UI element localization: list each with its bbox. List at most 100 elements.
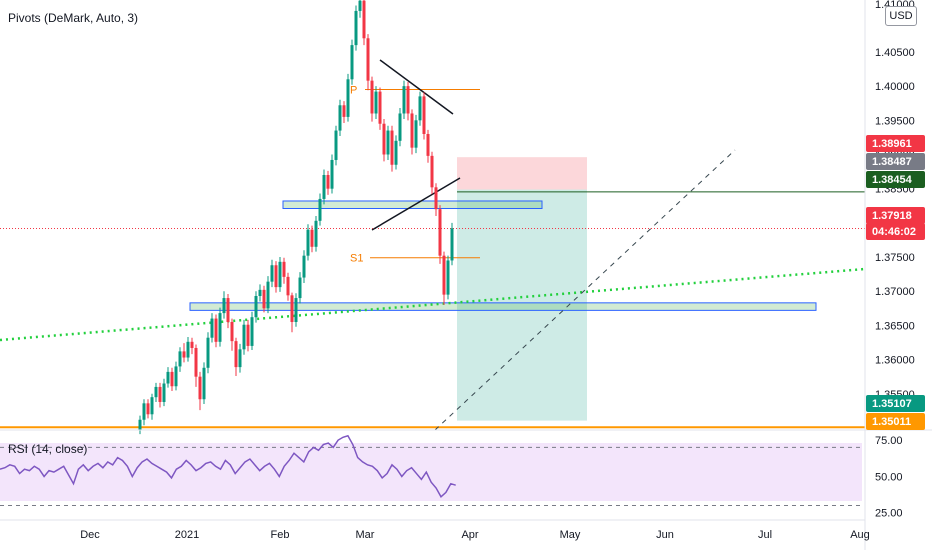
candle-body	[166, 371, 170, 384]
candle-body	[306, 229, 310, 256]
candle-body	[378, 91, 382, 124]
x-tick-label: Dec	[80, 529, 100, 541]
candle-body	[218, 313, 222, 342]
rsi-line	[0, 434, 456, 498]
candle-body	[394, 140, 398, 165]
candle-body	[242, 324, 246, 350]
candle-body	[314, 220, 318, 247]
pivot-p-label: P	[350, 85, 357, 97]
background-layer	[0, 0, 865, 501]
y-tick-label-top: 1.41000	[875, 0, 915, 11]
price-tag-label: 1.38454	[872, 174, 913, 186]
y-tick-label: 1.40000	[875, 81, 915, 93]
rsi-tick-label: 50.00	[875, 471, 903, 483]
candle-body	[410, 113, 414, 148]
candle-body	[198, 376, 202, 400]
candle-body	[342, 105, 346, 117]
lower-channel-line	[371, 177, 461, 231]
candle-body	[230, 321, 234, 342]
price-tag-box	[866, 223, 925, 240]
rsi-band	[0, 443, 862, 501]
x-tick-label: Apr	[461, 529, 478, 541]
candle-body	[162, 383, 166, 402]
price-tag-box	[866, 413, 925, 430]
rsi-layer	[0, 434, 862, 506]
price-tag-box	[866, 395, 925, 412]
candle-body	[362, 0, 366, 39]
candle-body	[426, 133, 430, 156]
candle-body	[354, 10, 358, 46]
candle-body	[142, 403, 146, 420]
candle-body	[174, 366, 178, 387]
candle-body	[346, 79, 350, 117]
candle-body	[418, 96, 422, 121]
candle-body	[158, 386, 162, 402]
green-dotted-trendline	[0, 267, 866, 342]
candle-body	[146, 403, 150, 415]
candle-body	[402, 86, 406, 114]
price-tag-label: 1.35107	[872, 398, 912, 410]
candles-layer	[138, 0, 454, 435]
y-tick-label: 1.39500	[875, 115, 915, 127]
pivot-s1-label: S1	[350, 253, 363, 265]
price-tag-label: 1.35011	[872, 416, 911, 428]
candle-body	[298, 277, 302, 299]
candle-body	[398, 113, 402, 141]
x-tick-label: Jul	[758, 529, 772, 541]
x-tick-label: Aug	[850, 529, 870, 541]
candle-body	[386, 130, 390, 155]
candle-body	[434, 187, 438, 210]
candle-body	[322, 175, 326, 199]
x-tick-label: May	[560, 529, 581, 541]
candle-body	[186, 341, 190, 358]
candle-body	[278, 261, 282, 288]
price-tag-label: 1.37918	[872, 210, 912, 222]
candle-body	[238, 349, 242, 368]
candle-body	[266, 281, 270, 309]
candle-body	[390, 130, 394, 165]
candle-body	[446, 260, 450, 295]
candle-body	[358, 0, 362, 11]
y-tick-label: 1.37000	[875, 286, 915, 298]
candle-body	[262, 289, 266, 309]
candle-body	[366, 38, 370, 81]
candle-body	[282, 261, 286, 277]
indicator-title: Pivots (DeMark, Auto, 3)	[8, 11, 138, 25]
candle-body	[254, 296, 258, 318]
candle-body	[334, 130, 338, 160]
candle-body	[274, 265, 278, 288]
candle-body	[226, 298, 230, 322]
rsi-tick-label: 25.00	[875, 508, 903, 520]
price-tags-layer: 1.38961 1.38487 1.38454 1.37918 04:46:02 1.35…	[866, 135, 925, 430]
candle-body	[206, 337, 210, 368]
support-zone	[282, 200, 543, 210]
candle-body	[318, 198, 322, 221]
candle-body	[450, 228, 454, 261]
candle-body	[382, 123, 386, 155]
currency-badge[interactable]: USD	[885, 6, 917, 26]
y-tick-label: 1.37500	[875, 252, 915, 264]
candle-body	[170, 371, 174, 387]
y-tick-label: 1.36000	[875, 355, 915, 367]
candle-body	[194, 347, 198, 377]
candle-body	[414, 120, 418, 148]
price-tag-box	[866, 171, 925, 188]
candle-body	[138, 419, 142, 430]
candle-body	[270, 265, 274, 282]
candle-body	[338, 105, 342, 131]
candle-body	[290, 295, 294, 322]
candle-body	[294, 298, 298, 322]
support-zone	[189, 302, 817, 311]
upper-channel-line	[379, 59, 454, 115]
candle-body	[250, 317, 254, 346]
candle-body	[150, 397, 154, 415]
price-pane	[0, 0, 865, 430]
price-tag-label: 1.38487	[872, 156, 912, 168]
candle-body	[442, 255, 446, 295]
candle-body	[202, 367, 206, 400]
dashed-trendline	[434, 149, 736, 431]
price-tag-box	[866, 207, 925, 224]
candle-body	[350, 45, 354, 80]
candle-body	[430, 155, 434, 188]
